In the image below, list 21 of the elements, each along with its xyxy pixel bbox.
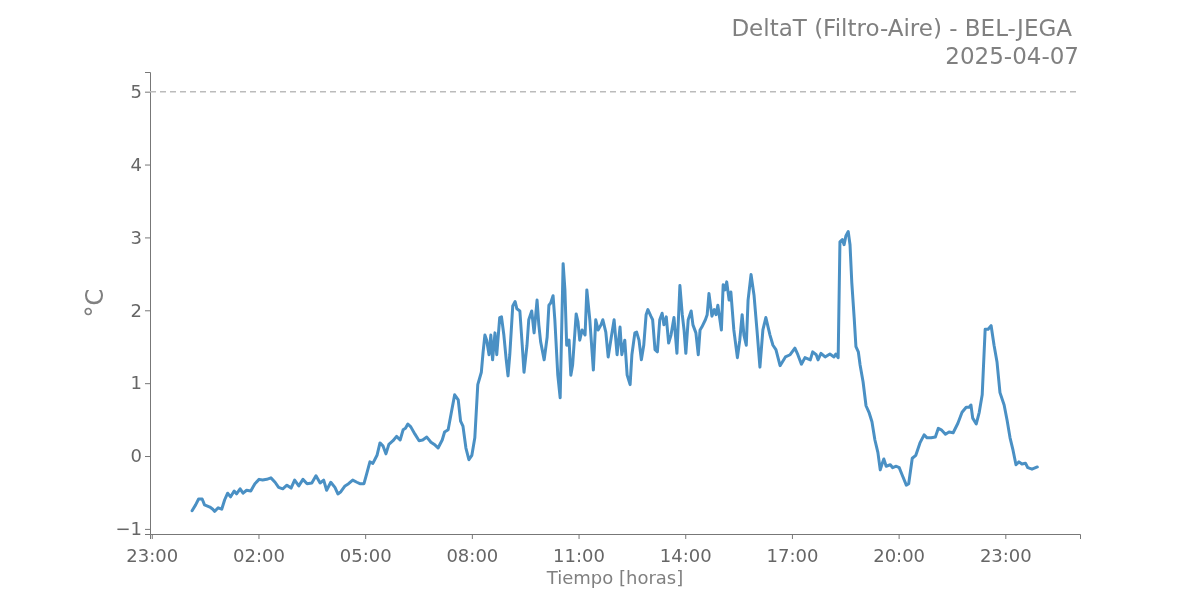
x-tick-label: 20:00 (873, 544, 926, 566)
x-tick-label: 23:00 (126, 544, 179, 566)
y-tick-label: 1 (130, 372, 142, 394)
y-tick-label: −1 (115, 518, 142, 540)
x-tick-label: 08:00 (446, 544, 499, 566)
y-tick-label: 0 (130, 445, 142, 467)
chart-title: DeltaT (Filtro-Aire) - BEL-JEGA (731, 15, 1073, 41)
y-axis-title: °C (81, 288, 109, 318)
y-tick-label: 2 (130, 299, 142, 321)
x-axis-title: Tiempo [horas] (545, 567, 684, 588)
y-tick-label: 5 (130, 80, 142, 102)
line-series (190, 230, 1039, 513)
x-tick-label: 23:00 (979, 544, 1032, 566)
x-tick-label: 17:00 (766, 544, 819, 566)
chart-subtitle: 2025-04-07 (945, 43, 1079, 69)
x-tick-label: 02:00 (233, 544, 285, 566)
y-tick-label: 3 (130, 226, 142, 248)
x-tick-label: 05:00 (339, 544, 392, 566)
x-tick-label: 11:00 (553, 544, 605, 566)
y-tick-label: 4 (130, 153, 142, 175)
x-tick-label: 14:00 (659, 544, 712, 566)
